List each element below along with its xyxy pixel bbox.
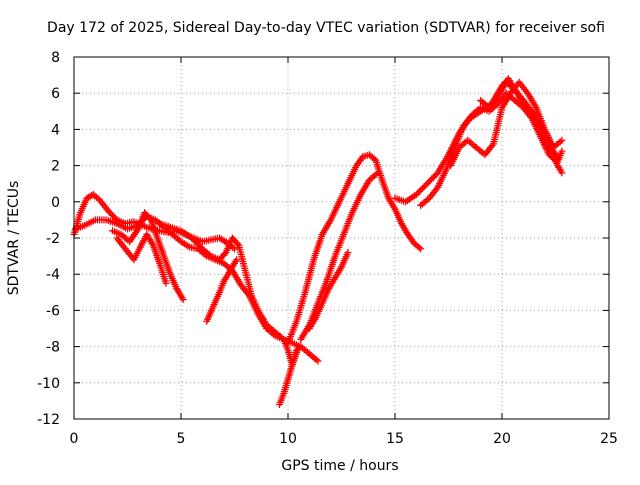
data-point-marker xyxy=(229,244,237,252)
y-axis-label: SDTVAR / TECUs xyxy=(6,181,22,296)
data-point-marker xyxy=(429,173,437,181)
data-markers xyxy=(70,75,566,409)
series-sat-track-c xyxy=(109,209,187,304)
data-point-marker xyxy=(415,187,423,195)
data-point-marker xyxy=(417,186,425,194)
data-point-marker xyxy=(431,172,439,180)
data-point-marker xyxy=(419,184,427,192)
series-sat-track-h xyxy=(284,151,425,347)
data-point-marker xyxy=(188,234,196,242)
y-tick-label: -4 xyxy=(46,267,60,283)
data-point-marker xyxy=(426,177,434,185)
data-point-marker xyxy=(189,236,197,244)
x-tick-label: 10 xyxy=(279,431,297,447)
data-point-marker xyxy=(191,237,199,245)
data-point-marker xyxy=(554,154,562,162)
data-point-marker xyxy=(192,239,200,247)
data-point-marker xyxy=(233,256,241,264)
y-tick-label: 0 xyxy=(51,195,60,211)
data-point-marker xyxy=(423,180,431,188)
data-point-marker xyxy=(422,181,430,189)
data-point-marker xyxy=(94,195,102,203)
data-point-marker xyxy=(197,243,205,251)
data-point-marker xyxy=(374,169,382,177)
data-point-marker xyxy=(344,248,352,256)
series-sat-track-n xyxy=(477,78,562,162)
data-point-marker xyxy=(558,169,566,177)
data-point-marker xyxy=(162,279,170,287)
data-point-marker xyxy=(195,242,203,250)
data-point-marker xyxy=(231,245,238,253)
series-sat-track-d xyxy=(113,230,170,287)
x-axis-label: GPS time / hours xyxy=(281,458,398,474)
y-tick-label: -2 xyxy=(46,231,60,247)
series-sat-track-f xyxy=(203,256,241,325)
y-tick-label: 4 xyxy=(51,122,60,138)
series-sat-track-i xyxy=(297,169,382,343)
x-tick-label: 15 xyxy=(386,431,404,447)
x-tick-label: 0 xyxy=(70,431,79,447)
data-point-marker xyxy=(415,244,423,252)
data-point-marker xyxy=(425,178,433,186)
data-point-marker xyxy=(420,183,428,191)
series-sat-track-j xyxy=(305,248,352,332)
data-point-marker xyxy=(412,191,420,199)
y-tick-label: -10 xyxy=(37,376,60,392)
data-point-marker xyxy=(414,189,422,197)
chart-title: Day 172 of 2025, Sidereal Day-to-day VTE… xyxy=(47,20,605,36)
data-point-marker xyxy=(370,155,378,163)
data-point-marker xyxy=(111,214,119,222)
data-point-marker xyxy=(221,250,229,258)
data-point-marker xyxy=(432,170,440,178)
data-point-marker xyxy=(558,136,566,144)
y-tick-label: 8 xyxy=(51,50,60,66)
data-point-marker xyxy=(293,346,301,354)
y-tick-label: -12 xyxy=(37,412,60,428)
data-point-marker xyxy=(233,240,241,248)
data-point-marker xyxy=(179,296,187,304)
y-tick-label: -6 xyxy=(46,303,60,319)
x-tick-label: 25 xyxy=(600,431,618,447)
axis-ticks: 0 5 10 15 20 25 -12 -10 -8 -6 -4 -2 0 2 4 6 8 xyxy=(37,50,618,447)
series-sat-track-g xyxy=(275,346,301,409)
data-point-marker xyxy=(194,240,202,248)
x-tick-label: 5 xyxy=(177,431,186,447)
data-point-marker xyxy=(428,175,436,183)
data-point-marker xyxy=(558,147,566,155)
y-tick-label: 2 xyxy=(51,159,60,175)
data-point-marker xyxy=(295,343,303,351)
y-tick-label: -8 xyxy=(46,340,60,356)
data-point-marker xyxy=(314,357,322,365)
x-tick-label: 20 xyxy=(493,431,511,447)
data-point-marker xyxy=(417,245,425,253)
y-tick-label: 6 xyxy=(51,86,60,102)
